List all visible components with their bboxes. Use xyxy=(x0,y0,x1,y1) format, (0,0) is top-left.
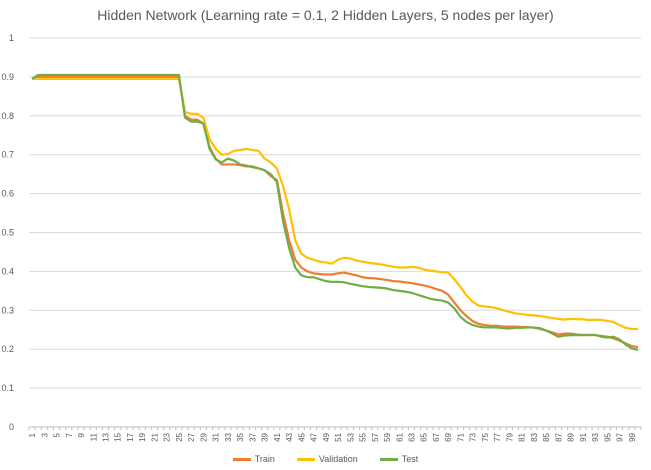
x-tick-label: 95 xyxy=(603,432,612,441)
x-tick-label: 19 xyxy=(138,432,147,441)
x-tick-label: 7 xyxy=(65,432,74,437)
y-axis-ticks: 0 0.1 0.2 0.3 0.4 0.5 0.6 0.7 0.8 0.9 1 xyxy=(1,33,14,432)
x-tick-label: 9 xyxy=(77,432,86,437)
x-tick-label: 67 xyxy=(432,432,441,441)
x-tick-label: 73 xyxy=(469,432,478,441)
x-tick-label: 13 xyxy=(102,432,111,441)
x-tick-label: 71 xyxy=(456,432,465,441)
x-tick-label: 55 xyxy=(359,432,368,441)
x-tick-label: 15 xyxy=(114,432,123,441)
x-tick-label: 31 xyxy=(212,432,221,441)
x-tick-label: 5 xyxy=(53,432,62,437)
x-tick-label: 17 xyxy=(126,432,135,441)
x-tick-label: 57 xyxy=(371,432,380,441)
x-tick-label: 25 xyxy=(175,432,184,441)
y-tick-label: 1 xyxy=(9,33,14,43)
series-lines xyxy=(31,73,639,352)
legend-swatch xyxy=(379,457,398,461)
legend-label: Test xyxy=(401,454,419,464)
gridlines xyxy=(29,37,641,428)
x-tick-label: 51 xyxy=(334,432,343,441)
x-tick-label: 23 xyxy=(163,432,172,441)
x-tick-label: 77 xyxy=(493,432,502,441)
series-line-validation xyxy=(32,77,638,331)
x-tick-label: 39 xyxy=(261,432,270,441)
x-tick-label: 33 xyxy=(224,432,233,441)
x-tick-label: 47 xyxy=(310,432,319,441)
legend: Train Validation Test xyxy=(0,454,651,464)
x-tick-label: 97 xyxy=(616,432,625,441)
x-tick-label: 87 xyxy=(554,432,563,441)
y-tick-label: 0.4 xyxy=(1,266,14,276)
legend-label: Train xyxy=(254,454,275,464)
legend-item-test: Test xyxy=(379,454,419,464)
x-tick-label: 63 xyxy=(408,432,417,441)
x-tick-label: 49 xyxy=(322,432,331,441)
x-tick-label: 61 xyxy=(395,432,404,441)
y-tick-label: 0.7 xyxy=(1,150,14,160)
legend-swatch xyxy=(232,457,251,461)
y-tick-label: 0.2 xyxy=(1,344,14,354)
x-tick-label: 11 xyxy=(89,432,98,441)
x-axis-ticks: 1 3 5 7 9 11 13 15 17 19 21 23 25 27 29 31 33 35 37 39 41 43 4… xyxy=(28,427,642,442)
x-tick-label: 65 xyxy=(420,432,429,441)
x-tick-label: 53 xyxy=(346,432,355,441)
x-tick-label: 79 xyxy=(505,432,514,441)
x-tick-label: 81 xyxy=(518,432,527,441)
legend-item-train: Train xyxy=(232,454,275,464)
series-line-train xyxy=(31,75,639,349)
x-tick-label: 69 xyxy=(444,432,453,441)
legend-label: Validation xyxy=(318,454,358,464)
x-tick-label: 41 xyxy=(273,432,282,441)
x-tick-label: 37 xyxy=(248,432,257,441)
x-tick-label: 45 xyxy=(297,432,306,441)
legend-item-validation: Validation xyxy=(296,454,358,464)
x-tick-label: 91 xyxy=(579,432,588,441)
series-line-test xyxy=(31,73,639,352)
chart-title: Hidden Network (Learning rate = 0.1, 2 H… xyxy=(97,7,554,23)
x-tick-label: 21 xyxy=(150,432,159,441)
x-tick-label: 35 xyxy=(236,432,245,441)
x-tick-label: 83 xyxy=(530,432,539,441)
x-tick-label: 27 xyxy=(187,432,196,441)
y-tick-label: 0.5 xyxy=(1,228,14,238)
x-tick-label: 3 xyxy=(40,432,49,437)
y-tick-label: 0.3 xyxy=(1,305,14,315)
legend-swatch xyxy=(296,457,315,461)
y-tick-label: 0.1 xyxy=(1,383,14,393)
x-tick-label: 29 xyxy=(199,432,208,441)
x-tick-label: 43 xyxy=(285,432,294,441)
y-tick-label: 0.8 xyxy=(1,111,14,121)
x-tick-label: 89 xyxy=(567,432,576,441)
x-tick-label: 1 xyxy=(28,432,37,437)
x-tick-label: 85 xyxy=(542,432,551,441)
y-tick-label: 0 xyxy=(9,422,14,432)
x-tick-label: 93 xyxy=(591,432,600,441)
y-tick-label: 0.6 xyxy=(1,189,14,199)
x-tick-label: 99 xyxy=(628,432,637,441)
x-tick-label: 59 xyxy=(383,432,392,441)
y-tick-label: 0.9 xyxy=(1,72,14,82)
x-tick-label: 75 xyxy=(481,432,490,441)
